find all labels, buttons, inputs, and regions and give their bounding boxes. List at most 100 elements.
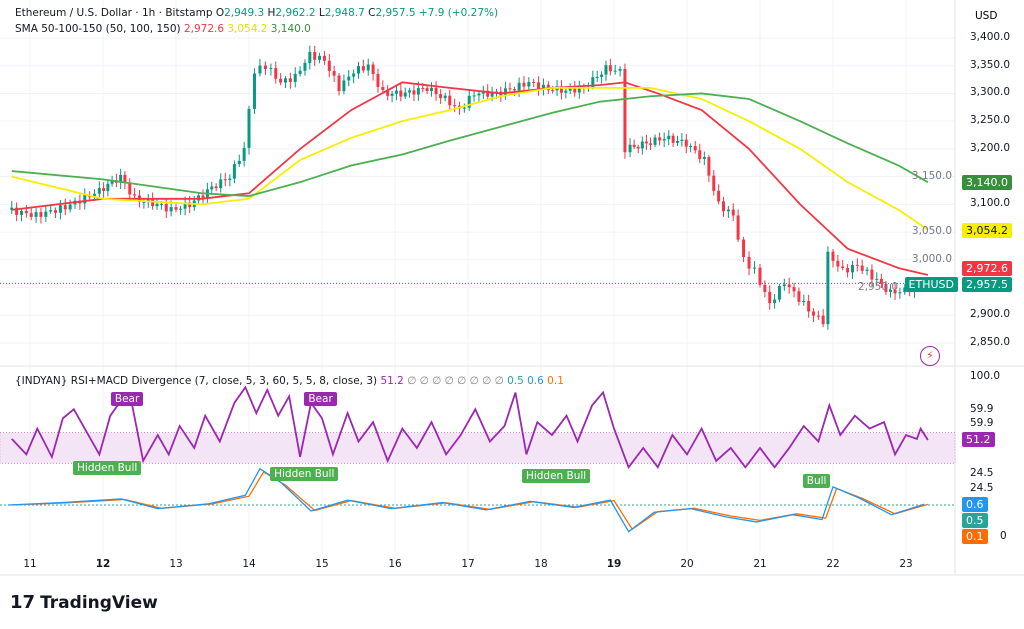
candle-body	[773, 299, 777, 304]
candle-body	[386, 90, 390, 96]
candle-body	[742, 239, 746, 257]
candle-body	[875, 278, 879, 280]
bull-divergence-label: Bull	[802, 473, 831, 488]
rsi-line	[11, 385, 929, 470]
price-tick-label: 3,400.0	[970, 31, 1011, 43]
candle-body	[649, 143, 652, 145]
candle-body	[782, 284, 786, 287]
rsi-value: 51.2	[380, 375, 404, 387]
candle-body	[763, 284, 767, 292]
candle-body	[855, 264, 859, 266]
price-tick-label: 2,850.0	[970, 335, 1011, 348]
candle-body	[39, 212, 43, 217]
candle-body	[322, 55, 326, 61]
candle-body	[595, 76, 599, 78]
candle-body	[462, 107, 466, 109]
candle-body	[232, 164, 236, 179]
time-tick-label: 17	[461, 558, 475, 570]
sma-legend[interactable]: SMA 50-100-150 (50, 100, 150) 2,972.6 3,…	[15, 23, 311, 35]
signal-line	[11, 471, 929, 531]
candle-body	[736, 215, 740, 240]
candle-body	[247, 108, 251, 148]
candle-body	[106, 183, 110, 191]
candle-body	[628, 144, 632, 153]
candle-body	[288, 78, 292, 82]
candle-body	[684, 139, 688, 147]
candle-body	[792, 287, 796, 292]
signal-tag: 0.5	[962, 513, 988, 528]
candle-body	[371, 64, 375, 75]
candle-body	[888, 289, 892, 292]
candle-body	[242, 147, 246, 161]
candle-body	[29, 213, 33, 217]
candle-body	[430, 87, 433, 91]
low-label: L	[318, 7, 325, 19]
indicator-value-3: 0.1	[547, 375, 564, 387]
sma150-value: 3,140.0	[270, 23, 311, 35]
candle-body	[102, 188, 106, 191]
candle-body	[219, 179, 223, 189]
tradingview-logo[interactable]: 17 TradingView	[10, 592, 158, 613]
macd-line	[8, 467, 925, 533]
candle-body	[517, 82, 521, 91]
candle-body	[10, 207, 14, 210]
indicator-legend[interactable]: {INDYAN} RSI+MACD Divergence (7, close, …	[15, 375, 564, 387]
candle-body	[860, 265, 864, 271]
candle-body	[83, 194, 87, 204]
candle-body	[632, 144, 636, 147]
candle-body	[44, 211, 48, 217]
candle-body	[361, 66, 365, 71]
candle-body	[58, 205, 62, 213]
candle-body	[671, 135, 675, 143]
candle-body	[689, 146, 693, 148]
macd-tag: 0.6	[962, 497, 988, 512]
candle-body	[698, 150, 702, 159]
candle-body	[467, 95, 471, 108]
candle-body	[237, 160, 241, 165]
candle-body	[293, 73, 297, 82]
close-value: 2,957.5	[375, 7, 416, 19]
candle-body	[201, 195, 205, 198]
candle-body	[146, 199, 150, 202]
candle-body	[726, 209, 730, 212]
candle-body	[169, 207, 173, 212]
tv-logo-icon: 17	[10, 592, 36, 613]
indicator-title: {INDYAN} RSI+MACD Divergence (7, close, …	[15, 375, 378, 387]
lightning-alert-icon[interactable]: ⚡	[920, 346, 940, 366]
sma50-value: 2,972.6	[183, 23, 225, 35]
candle-body	[303, 62, 307, 71]
candle-body	[797, 291, 801, 302]
candle-body	[831, 251, 835, 261]
price-tick-label: 3,300.0	[970, 86, 1011, 99]
candle-body	[390, 93, 394, 96]
candle-body	[159, 203, 163, 205]
candle-body	[618, 68, 622, 71]
candle-body	[54, 210, 58, 213]
candle-body	[399, 90, 403, 97]
candle-body	[821, 315, 825, 325]
candle-body	[347, 76, 351, 81]
change-value: +7.9 (+0.27%)	[418, 7, 499, 19]
time-tick-label: 12	[95, 558, 111, 570]
candle-body	[24, 210, 28, 214]
candle-body	[787, 284, 791, 288]
candle-body	[490, 92, 494, 97]
candle-body	[551, 90, 555, 92]
candle-body	[403, 92, 407, 97]
bull-divergence-label: Hidden Bull	[73, 460, 142, 475]
symbol-legend[interactable]: Ethereum / U.S. Dollar · 1h · Bitstamp O…	[15, 7, 498, 19]
candle-body	[865, 269, 869, 271]
candle-body	[722, 201, 725, 212]
candle-body	[228, 178, 232, 180]
price-tick-label: 2,950.0	[857, 280, 898, 293]
candle-body	[680, 139, 684, 141]
candle-body	[298, 70, 302, 74]
candle-body	[434, 87, 438, 95]
candle-body	[753, 267, 757, 269]
candle-body	[453, 105, 457, 107]
currency-label[interactable]: USD	[975, 10, 998, 22]
candle-body	[376, 74, 380, 87]
bear-divergence-label: Bear	[304, 392, 337, 406]
